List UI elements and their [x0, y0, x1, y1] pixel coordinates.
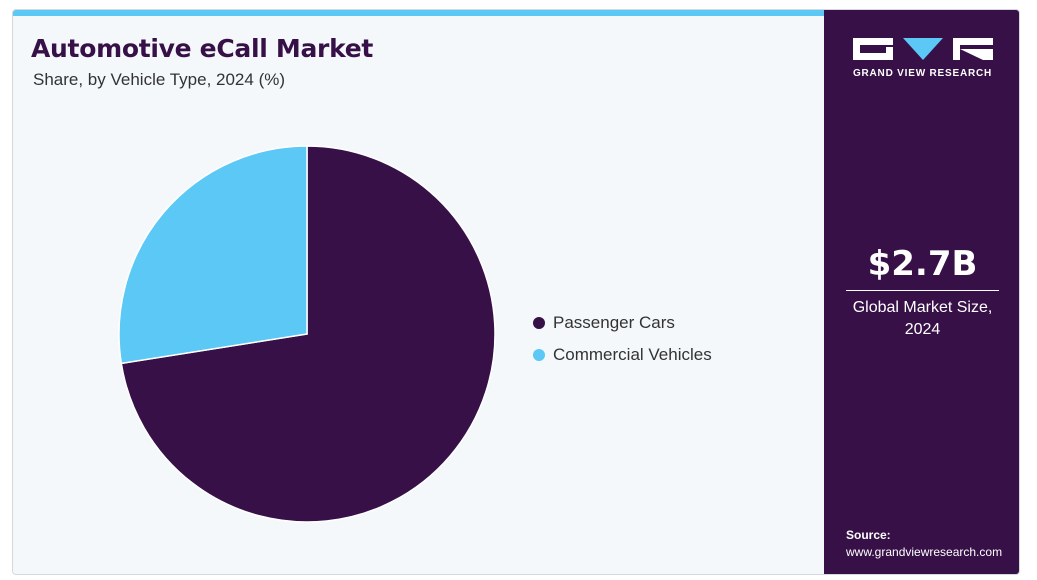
chart-title: Automotive eCall Market [31, 34, 374, 63]
legend-label: Passenger Cars [553, 313, 675, 332]
chart-card: Automotive eCall Market Share, by Vehicl… [12, 9, 1020, 575]
accent-bar [13, 10, 824, 16]
source-url: www.grandviewresearch.com [846, 545, 1003, 559]
legend-item: Commercial Vehicles [533, 339, 712, 371]
chart-subtitle: Share, by Vehicle Type, 2024 (%) [33, 70, 286, 89]
legend-item: Passenger Cars [533, 307, 712, 339]
legend-swatch [533, 349, 545, 361]
legend-swatch [533, 317, 545, 329]
pie-slice-passenger-cars [120, 145, 496, 523]
info-panel: GRAND VIEW RESEARCH $2.7B Global Market … [824, 10, 1019, 574]
legend-label: Commercial Vehicles [553, 345, 712, 364]
pie-chart [118, 145, 496, 523]
divider [846, 290, 999, 291]
grand-view-research-logo [853, 38, 993, 60]
pie-slice-commercial-vehicles [118, 145, 308, 365]
chart-legend: Passenger Cars Commercial Vehicles [533, 307, 712, 371]
source-label: Source: [846, 528, 891, 542]
brand-name: GRAND VIEW RESEARCH [852, 68, 993, 79]
market-size-caption: Global Market Size, 2024 [852, 299, 993, 338]
market-size-value: $2.7B [867, 244, 978, 284]
